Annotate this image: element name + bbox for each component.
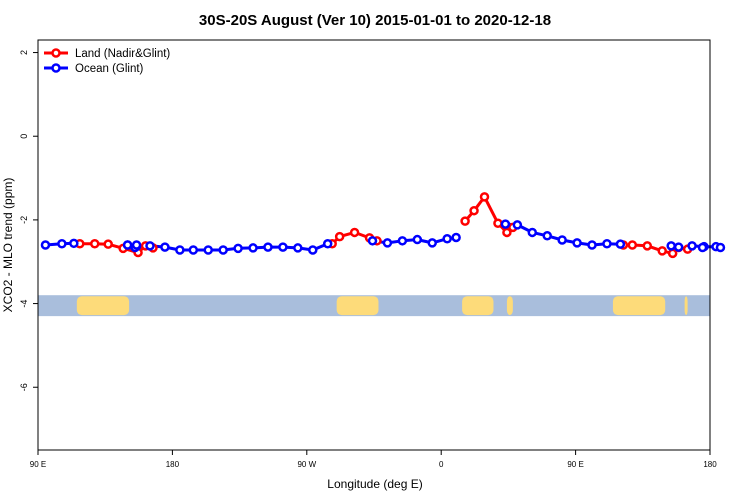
ocean-data-point [397,236,408,246]
land-data-point [627,240,638,250]
land-patch [506,296,513,316]
ocean-data-point [512,220,523,230]
x-tick-label: 180 [166,460,180,469]
y-tick-label: -4 [19,300,29,308]
land-patch [336,296,379,316]
ocean-data-point [175,245,185,255]
y-tick-label: 2 [19,50,29,55]
ocean-data-point [233,243,243,254]
land-data-point [89,238,100,249]
ocean-data-point [615,239,626,249]
x-tick-label: 90 W [297,460,316,469]
ocean-data-point [557,235,567,245]
ocean-data-point [203,245,213,255]
land-patch [462,296,494,316]
y-axis-label: XCO2 - MLO trend (ppm) [1,178,15,313]
ocean-data-point [248,243,258,253]
y-tick-label: 0 [19,134,29,139]
ocean-data-point [69,238,79,249]
ocean-data-point [602,238,612,249]
y-tick-label: -2 [19,216,29,224]
land-mask-band [38,295,710,317]
ocean-data-point [145,241,155,251]
ocean-data-point [308,245,318,255]
ocean-data-point [160,242,170,252]
ocean-data-point [572,238,582,248]
x-tick-label: 90 E [567,460,583,469]
ocean-data-point [40,240,51,250]
x-axis: 90 E 180 90 W 0 90 E 180 [30,450,717,469]
land-data-point [460,216,470,226]
ocean-data-point [57,238,67,249]
ocean-data-point [382,238,393,248]
ocean-data-point [673,242,684,252]
ocean-data-point [322,238,333,249]
ocean-data-point [451,232,461,243]
land-patch [684,296,688,316]
land-data-point [657,246,667,256]
land-patch [612,296,666,316]
ocean-data-point [131,240,142,250]
land-data-point [103,239,113,249]
ocean-data-point [263,242,273,252]
x-tick-label: 90 E [30,460,46,469]
x-tick-label: 0 [439,460,444,469]
ocean-data-point [367,236,378,246]
ocean-data-point [278,242,288,252]
ocean-data-point [697,242,708,253]
land-data-point [334,231,345,242]
ocean-data-point [500,219,511,229]
land-data-point [493,218,503,228]
legend: Land (Nadir&Glint) Ocean (Glint) [44,48,170,75]
land-data-point [479,192,490,202]
land-patch [76,296,130,316]
ocean-data-point [427,238,437,248]
ocean-data-point [542,231,552,241]
legend-ocean-label: Ocean (Glint) [75,63,144,75]
legend-ocean-marker [51,63,61,73]
y-tick-label: -6 [19,383,29,391]
ocean-data-point [587,240,597,250]
ocean-data-point [715,242,726,253]
land-data-point [469,205,479,216]
ocean-data-point [188,245,199,255]
ocean-data-point [442,233,452,244]
series-points [40,192,726,259]
ocean-data-point [412,234,423,245]
y-axis: 2 0 -2 -4 -6 [19,50,38,391]
land-data-point [349,227,360,238]
plot-frame [37,39,711,451]
legend-land-marker [51,48,61,58]
ocean-data-point [218,245,228,255]
x-axis-label: Longitude (deg E) [327,477,422,491]
chart-title: 30S-20S August (Ver 10) 2015-01-01 to 20… [199,12,551,29]
x-tick-label: 180 [703,460,717,469]
ocean-data-point [122,240,133,250]
land-data-point [642,241,653,251]
legend-land-label: Land (Nadir&Glint) [75,48,170,60]
ocean-data-point [687,241,697,251]
ocean-data-point [527,227,538,238]
land-data-point [502,227,512,238]
ocean-data-point [293,243,303,253]
ocean-data-point [666,241,676,251]
land-data-point [667,248,678,259]
